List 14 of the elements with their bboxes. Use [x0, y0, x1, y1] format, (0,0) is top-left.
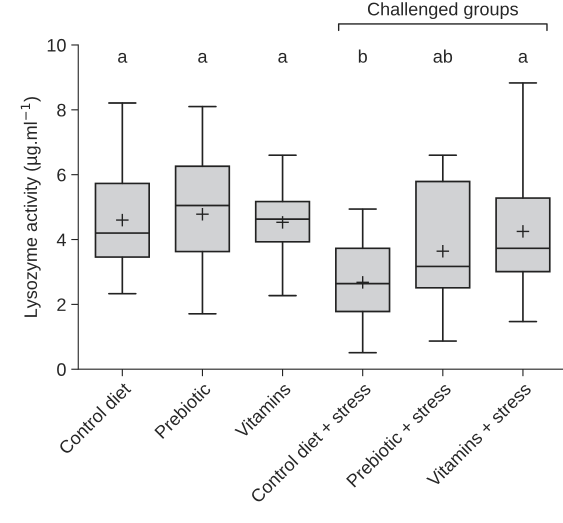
annotation: b	[358, 50, 367, 63]
y-tick-label: 6	[57, 168, 66, 182]
y-tick-label: 0	[57, 363, 66, 376]
text: Challenged groups	[368, 2, 518, 20]
annotation: a	[518, 52, 528, 63]
annotation: ab	[434, 50, 452, 63]
annotation: a	[118, 52, 128, 63]
y-tick-label: 8	[57, 104, 66, 117]
y-tick-label: 2	[57, 298, 66, 311]
y-tick-label: 10	[48, 38, 66, 52]
annotation: a	[198, 52, 208, 63]
y-tick-label: 4	[56, 234, 66, 246]
annotation: a	[278, 52, 288, 63]
y-axis-title: Lysozyme activity (µg.ml$^{−1}$)	[20, 97, 41, 317]
